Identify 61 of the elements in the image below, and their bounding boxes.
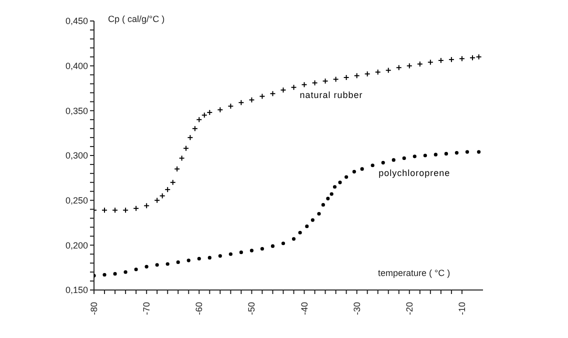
y-tick-label: 0,250 xyxy=(65,196,88,206)
x-tick-label: -40 xyxy=(299,302,310,316)
point xyxy=(281,242,286,246)
point xyxy=(197,256,201,260)
x-tick-label: -20 xyxy=(404,302,414,316)
point xyxy=(338,180,342,184)
x-tick-label: -50 xyxy=(246,302,257,316)
x-tick-label: -60 xyxy=(194,302,204,316)
point xyxy=(476,150,481,154)
x-tick-label: -30 xyxy=(352,302,362,316)
point xyxy=(434,152,438,156)
point xyxy=(260,246,264,251)
series-label: polychloroprene xyxy=(378,168,450,178)
point xyxy=(228,252,232,256)
point xyxy=(305,224,309,228)
point xyxy=(270,244,275,248)
y-axis-title: Cp ( cal/g/°C ) xyxy=(108,14,165,24)
point xyxy=(176,260,180,264)
y-tick-label: 0,450 xyxy=(65,16,88,26)
point xyxy=(392,158,396,162)
point xyxy=(317,212,321,216)
point xyxy=(292,237,296,241)
point xyxy=(330,192,334,196)
point xyxy=(412,154,416,158)
x-tick-label: -80 xyxy=(89,302,99,316)
point xyxy=(134,268,138,272)
point xyxy=(326,196,330,200)
point xyxy=(454,151,459,155)
point xyxy=(298,230,302,234)
point xyxy=(344,175,348,179)
point xyxy=(144,264,148,268)
y-tick-label: 0,150 xyxy=(65,285,88,296)
point xyxy=(370,164,374,168)
point xyxy=(239,250,243,254)
series-label: natural rubber xyxy=(300,90,363,100)
point xyxy=(402,156,406,160)
point xyxy=(465,150,470,154)
point xyxy=(124,270,128,274)
point xyxy=(321,203,325,207)
point xyxy=(218,254,222,258)
point xyxy=(444,152,448,156)
y-tick-label: 0,200 xyxy=(65,240,88,250)
point xyxy=(102,272,106,277)
y-tick-label: 0,300 xyxy=(65,150,88,161)
point xyxy=(155,263,159,267)
point xyxy=(186,258,190,262)
point xyxy=(381,160,385,164)
point xyxy=(352,170,356,174)
point xyxy=(332,185,337,189)
point xyxy=(360,167,364,171)
point xyxy=(423,154,427,158)
x-tick-label: -10 xyxy=(456,302,467,316)
x-axis-title: temperature ( °C ) xyxy=(378,268,450,278)
x-tick-label: -70 xyxy=(142,302,152,316)
y-tick-label: 0,350 xyxy=(65,106,88,116)
point xyxy=(310,218,314,222)
point xyxy=(250,248,254,252)
point xyxy=(113,272,117,276)
point xyxy=(166,262,170,266)
point xyxy=(208,256,212,260)
y-tick-label: 0,400 xyxy=(65,61,88,72)
